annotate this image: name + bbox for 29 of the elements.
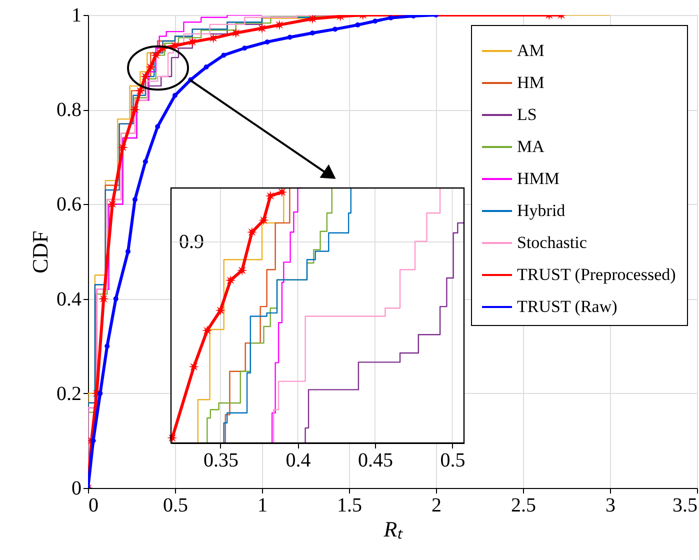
x-axis-title: Rₜ xyxy=(382,516,404,542)
legend-label: LS xyxy=(517,105,537,124)
x-tick-label: 1 xyxy=(258,494,268,516)
legend-label: MA xyxy=(517,137,546,156)
x-tick-label: 0.45 xyxy=(358,450,393,472)
x-tick-label: 0.5 xyxy=(440,450,466,472)
x-tick-label: 1.5 xyxy=(337,494,362,516)
y-tick-label: 1 xyxy=(72,4,82,26)
y-tick-label: 0.2 xyxy=(56,382,82,405)
y-tick-label: 0.8 xyxy=(56,99,82,122)
x-tick-label: 0.5 xyxy=(163,494,188,516)
y-tick-label: 0.4 xyxy=(56,288,82,310)
x-tick-label: 0 xyxy=(88,494,98,516)
x-tick-label: 2 xyxy=(432,494,442,516)
legend-label: HM xyxy=(517,73,544,92)
legend-label: HMM xyxy=(517,169,560,188)
x-tick-label: 3 xyxy=(606,494,616,516)
legend-label: Stochastic xyxy=(517,233,588,252)
y-tick-label: 0 xyxy=(72,478,82,500)
y-axis-title: CDF xyxy=(28,230,52,274)
x-tick-label: 3.5 xyxy=(672,494,698,516)
legend-label: TRUST (Preprocessed) xyxy=(517,265,676,284)
x-tick-label: 0.4 xyxy=(286,450,311,472)
x-tick-label: 0.35 xyxy=(203,450,238,472)
y-tick-label: 0.6 xyxy=(56,194,82,216)
x-tick-label: 2.5 xyxy=(511,494,536,516)
legend-label: Hybrid xyxy=(517,201,566,220)
legend-label: AM xyxy=(517,41,544,60)
legend-label: TRUST (Raw) xyxy=(517,297,618,316)
